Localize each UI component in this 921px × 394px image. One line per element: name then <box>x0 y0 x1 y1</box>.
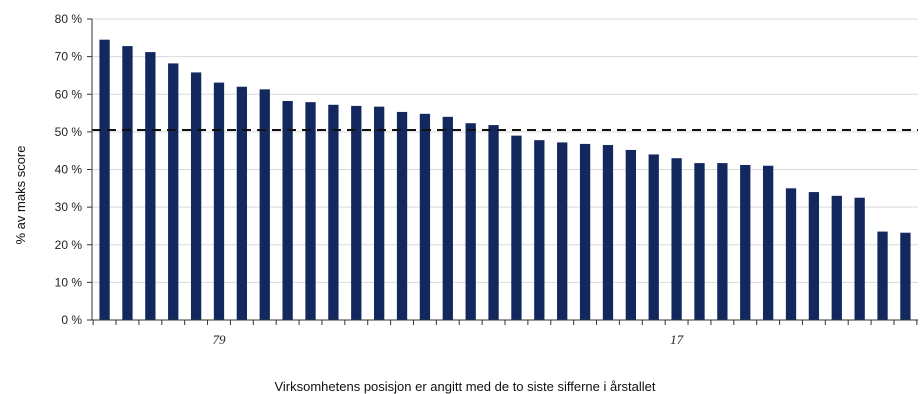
bar <box>579 143 591 320</box>
bar <box>351 105 362 320</box>
bar <box>99 39 110 320</box>
x-category-label: 79 <box>212 332 226 347</box>
y-tick-label: 30 % <box>55 200 83 214</box>
bar <box>419 113 431 320</box>
y-tick-label: 20 % <box>55 238 83 252</box>
bar <box>236 86 248 320</box>
x-axis-title: Virksomhetens posisjon er angitt med de … <box>274 379 655 394</box>
bar <box>168 63 179 321</box>
bar <box>900 232 911 320</box>
bar <box>694 163 705 320</box>
bar <box>190 72 202 321</box>
bar <box>511 135 522 320</box>
bar <box>717 163 728 320</box>
bar <box>648 154 659 320</box>
bar <box>213 82 225 321</box>
bar <box>488 125 499 320</box>
x-category-label: 17 <box>670 332 684 347</box>
bar <box>259 89 270 320</box>
bar <box>534 140 545 320</box>
axes <box>87 18 918 325</box>
bar <box>831 195 842 320</box>
bar <box>122 46 133 321</box>
bar <box>465 123 476 320</box>
x-category-labels: 79 17 <box>212 332 683 347</box>
bar <box>785 188 797 320</box>
bar <box>145 52 156 321</box>
y-tick-label: 40 % <box>55 163 83 177</box>
bar <box>374 106 385 320</box>
y-tick-label: 80 % <box>55 12 83 26</box>
bar <box>808 192 820 320</box>
bar <box>625 149 636 320</box>
y-tick-label: 60 % <box>55 87 83 101</box>
y-tick-label: 10 % <box>55 275 83 289</box>
bar <box>557 142 568 320</box>
bar <box>602 145 614 320</box>
bar <box>671 158 682 320</box>
bar <box>854 197 865 320</box>
bar <box>305 102 316 321</box>
y-tick-labels: 0 % 10 % 20 % 30 % 40 % 50 % 60 % 70 % 80 % <box>55 12 83 327</box>
y-tick-label: 70 % <box>55 50 83 64</box>
bar <box>442 116 453 320</box>
bar <box>328 104 339 320</box>
y-axis-title: % av maks score <box>13 146 28 245</box>
bar <box>877 231 888 320</box>
bar <box>282 101 293 321</box>
bar <box>762 165 774 320</box>
y-tick-label: 50 % <box>55 125 83 139</box>
bar <box>740 164 751 320</box>
y-tick-label: 0 % <box>61 313 82 327</box>
bars <box>99 39 911 321</box>
gridlines <box>92 18 918 283</box>
bar <box>396 111 408 320</box>
